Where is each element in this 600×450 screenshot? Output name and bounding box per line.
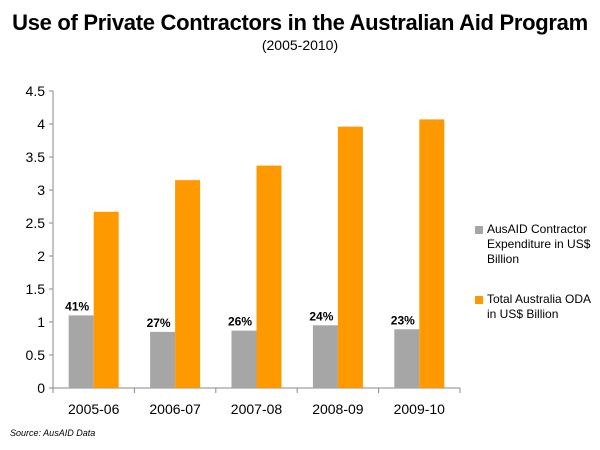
legend-label-oda: Total Australia ODA in US$ Billion — [487, 292, 591, 321]
bar-oda — [93, 211, 119, 388]
x-tick-label: 2009-10 — [394, 401, 446, 417]
bar-oda — [419, 119, 445, 388]
y-tick-label: 4 — [37, 116, 45, 132]
y-tick-label: 1.5 — [26, 281, 46, 297]
data-label: 27% — [147, 316, 171, 330]
chart-subtitle: (2005-2010) — [261, 37, 339, 53]
y-tick-label: 4.5 — [26, 83, 46, 99]
legend-swatch-contractor — [475, 226, 483, 234]
y-tick-label: 2 — [37, 248, 45, 264]
chart-title: Use of Private Contractors in the Austra… — [12, 10, 588, 35]
data-label: 41% — [65, 299, 89, 313]
legend-swatch-oda — [475, 296, 483, 304]
y-tick-label: 3 — [37, 182, 45, 198]
bar-contractor — [68, 315, 94, 388]
source-note: Source: AusAID Data — [10, 428, 96, 438]
x-tick-label: 2007-08 — [231, 401, 283, 417]
bar-contractor — [312, 325, 338, 388]
bar-oda — [256, 165, 282, 388]
y-tick-label: 3.5 — [26, 149, 46, 165]
bar-oda — [175, 180, 201, 388]
bar-contractor — [231, 330, 257, 388]
x-tick-label: 2005-06 — [68, 401, 120, 417]
x-tick-label: 2006-07 — [149, 401, 201, 417]
legend-item-contractor: AusAID Contractor Expenditure in US$ Bil… — [475, 222, 600, 267]
bar-contractor — [394, 329, 420, 388]
y-tick-label: 0 — [37, 380, 45, 396]
y-tick-label: 0.5 — [26, 347, 46, 363]
y-tick-label: 2.5 — [26, 215, 46, 231]
data-label: 23% — [391, 313, 415, 327]
y-tick-label: 1 — [37, 314, 45, 330]
bar-contractor — [150, 331, 176, 388]
x-tick-label: 2008-09 — [312, 401, 364, 417]
data-label: 26% — [228, 315, 252, 329]
bar-oda — [337, 126, 363, 388]
data-label: 24% — [309, 309, 333, 323]
legend-item-oda: Total Australia ODA in US$ Billion — [475, 292, 600, 322]
legend-label-contractor: AusAID Contractor Expenditure in US$ Bil… — [487, 222, 591, 266]
